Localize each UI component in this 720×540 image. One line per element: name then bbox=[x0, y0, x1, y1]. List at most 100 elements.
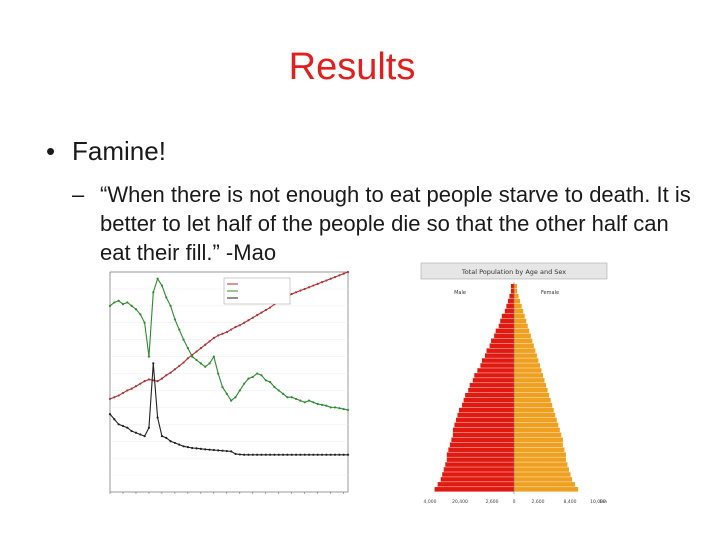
series-3-point bbox=[260, 453, 263, 456]
series-1-point bbox=[160, 377, 164, 380]
series-1-point bbox=[208, 340, 211, 343]
pyramid-x-tick-label: 20,400 bbox=[452, 499, 468, 505]
female-bar bbox=[514, 313, 525, 319]
male-bar bbox=[489, 343, 514, 348]
series-2-point bbox=[147, 355, 151, 358]
female-bar bbox=[514, 452, 566, 457]
female-bar bbox=[514, 383, 547, 388]
male-bar bbox=[501, 313, 514, 319]
male-bar bbox=[443, 467, 514, 472]
series-2-point bbox=[108, 304, 112, 307]
pyramid-title-bar bbox=[420, 262, 608, 280]
series-2-point bbox=[264, 379, 267, 382]
series-1-point bbox=[299, 289, 302, 292]
pyramid-x-tick-label: 2,600 bbox=[532, 499, 545, 505]
female-bar bbox=[514, 358, 539, 363]
bullet-dot-icon: • bbox=[46, 136, 56, 166]
series-2-point bbox=[294, 397, 298, 401]
series-1-point bbox=[243, 321, 246, 324]
male-bar bbox=[437, 482, 514, 487]
series-1-point bbox=[182, 361, 185, 364]
series-3-point bbox=[208, 448, 211, 451]
female-bar bbox=[514, 373, 544, 378]
series-3-point bbox=[134, 431, 138, 434]
female-bar bbox=[514, 363, 540, 368]
male-bar bbox=[446, 457, 514, 462]
series-1-point bbox=[307, 286, 311, 289]
series-3-point bbox=[333, 453, 337, 456]
male-bar bbox=[504, 308, 514, 314]
series-2-point bbox=[117, 299, 120, 302]
series-3-point bbox=[294, 453, 298, 456]
series-2-point bbox=[251, 375, 254, 379]
series-2-point bbox=[178, 328, 181, 331]
series-2-point bbox=[130, 304, 133, 307]
female-bar bbox=[514, 338, 533, 344]
series-3-point bbox=[256, 453, 259, 456]
series-3-point bbox=[117, 423, 120, 426]
female-bar bbox=[514, 422, 559, 428]
male-bar bbox=[442, 472, 514, 477]
series-3-point bbox=[247, 453, 250, 456]
female-bar bbox=[514, 284, 518, 289]
female-bar bbox=[514, 328, 530, 334]
series-1-point bbox=[169, 371, 172, 374]
female-bar bbox=[514, 427, 560, 433]
series-1-point bbox=[217, 334, 220, 337]
series-3-point bbox=[338, 453, 341, 456]
male-bar bbox=[486, 348, 514, 353]
pyramid-title: Total Population by Age and Sex bbox=[461, 268, 566, 276]
bullet-famine: • Famine! bbox=[46, 136, 166, 167]
series-2-point bbox=[230, 399, 233, 402]
male-bar bbox=[507, 298, 514, 304]
series-1-point bbox=[195, 350, 198, 353]
series-1-point bbox=[303, 287, 306, 291]
series-3-point bbox=[113, 418, 116, 421]
male-bar bbox=[474, 373, 514, 378]
series-3-point bbox=[204, 448, 207, 451]
series-3-point bbox=[243, 453, 246, 456]
series-1-point bbox=[260, 311, 263, 314]
series-1-point bbox=[247, 319, 250, 322]
dash-icon: – bbox=[72, 182, 85, 207]
series-3-point bbox=[316, 453, 319, 456]
series-1-point bbox=[294, 291, 298, 294]
male-bar bbox=[455, 417, 514, 423]
series-3-point bbox=[178, 443, 181, 446]
series-3-point bbox=[165, 436, 168, 439]
series-3-point bbox=[277, 453, 280, 456]
series-3-point bbox=[264, 453, 267, 456]
legend-female: Female bbox=[541, 290, 559, 296]
quote-text: “When there is not enough to eat people … bbox=[100, 182, 691, 265]
series-2-point bbox=[113, 301, 116, 304]
female-bar bbox=[514, 407, 554, 413]
male-bar bbox=[462, 402, 514, 408]
female-bar bbox=[514, 293, 519, 299]
series-2-point bbox=[273, 385, 276, 389]
chart-legend bbox=[223, 277, 291, 305]
series-2-point bbox=[139, 313, 142, 316]
female-bar bbox=[514, 298, 521, 304]
series-2-point bbox=[243, 382, 246, 385]
series-3-point bbox=[147, 426, 151, 429]
female-bar bbox=[514, 392, 550, 398]
series-3-point bbox=[230, 450, 233, 453]
series-2-point bbox=[346, 408, 350, 412]
male-bar bbox=[452, 432, 514, 438]
female-bar bbox=[514, 353, 537, 358]
series-1-point bbox=[251, 316, 254, 319]
series-3-point bbox=[143, 435, 146, 438]
series-1-point bbox=[221, 332, 224, 335]
male-bar bbox=[448, 447, 514, 452]
series-3-point bbox=[269, 453, 272, 456]
series-2-point bbox=[160, 284, 164, 287]
female-bar bbox=[514, 437, 563, 443]
female-bar bbox=[514, 368, 542, 373]
female-bar bbox=[514, 333, 531, 339]
male-bar bbox=[481, 358, 514, 363]
series-2-point bbox=[186, 347, 189, 350]
series-2-point bbox=[195, 358, 198, 362]
series-2-point bbox=[286, 396, 289, 399]
female-bar bbox=[514, 308, 524, 314]
